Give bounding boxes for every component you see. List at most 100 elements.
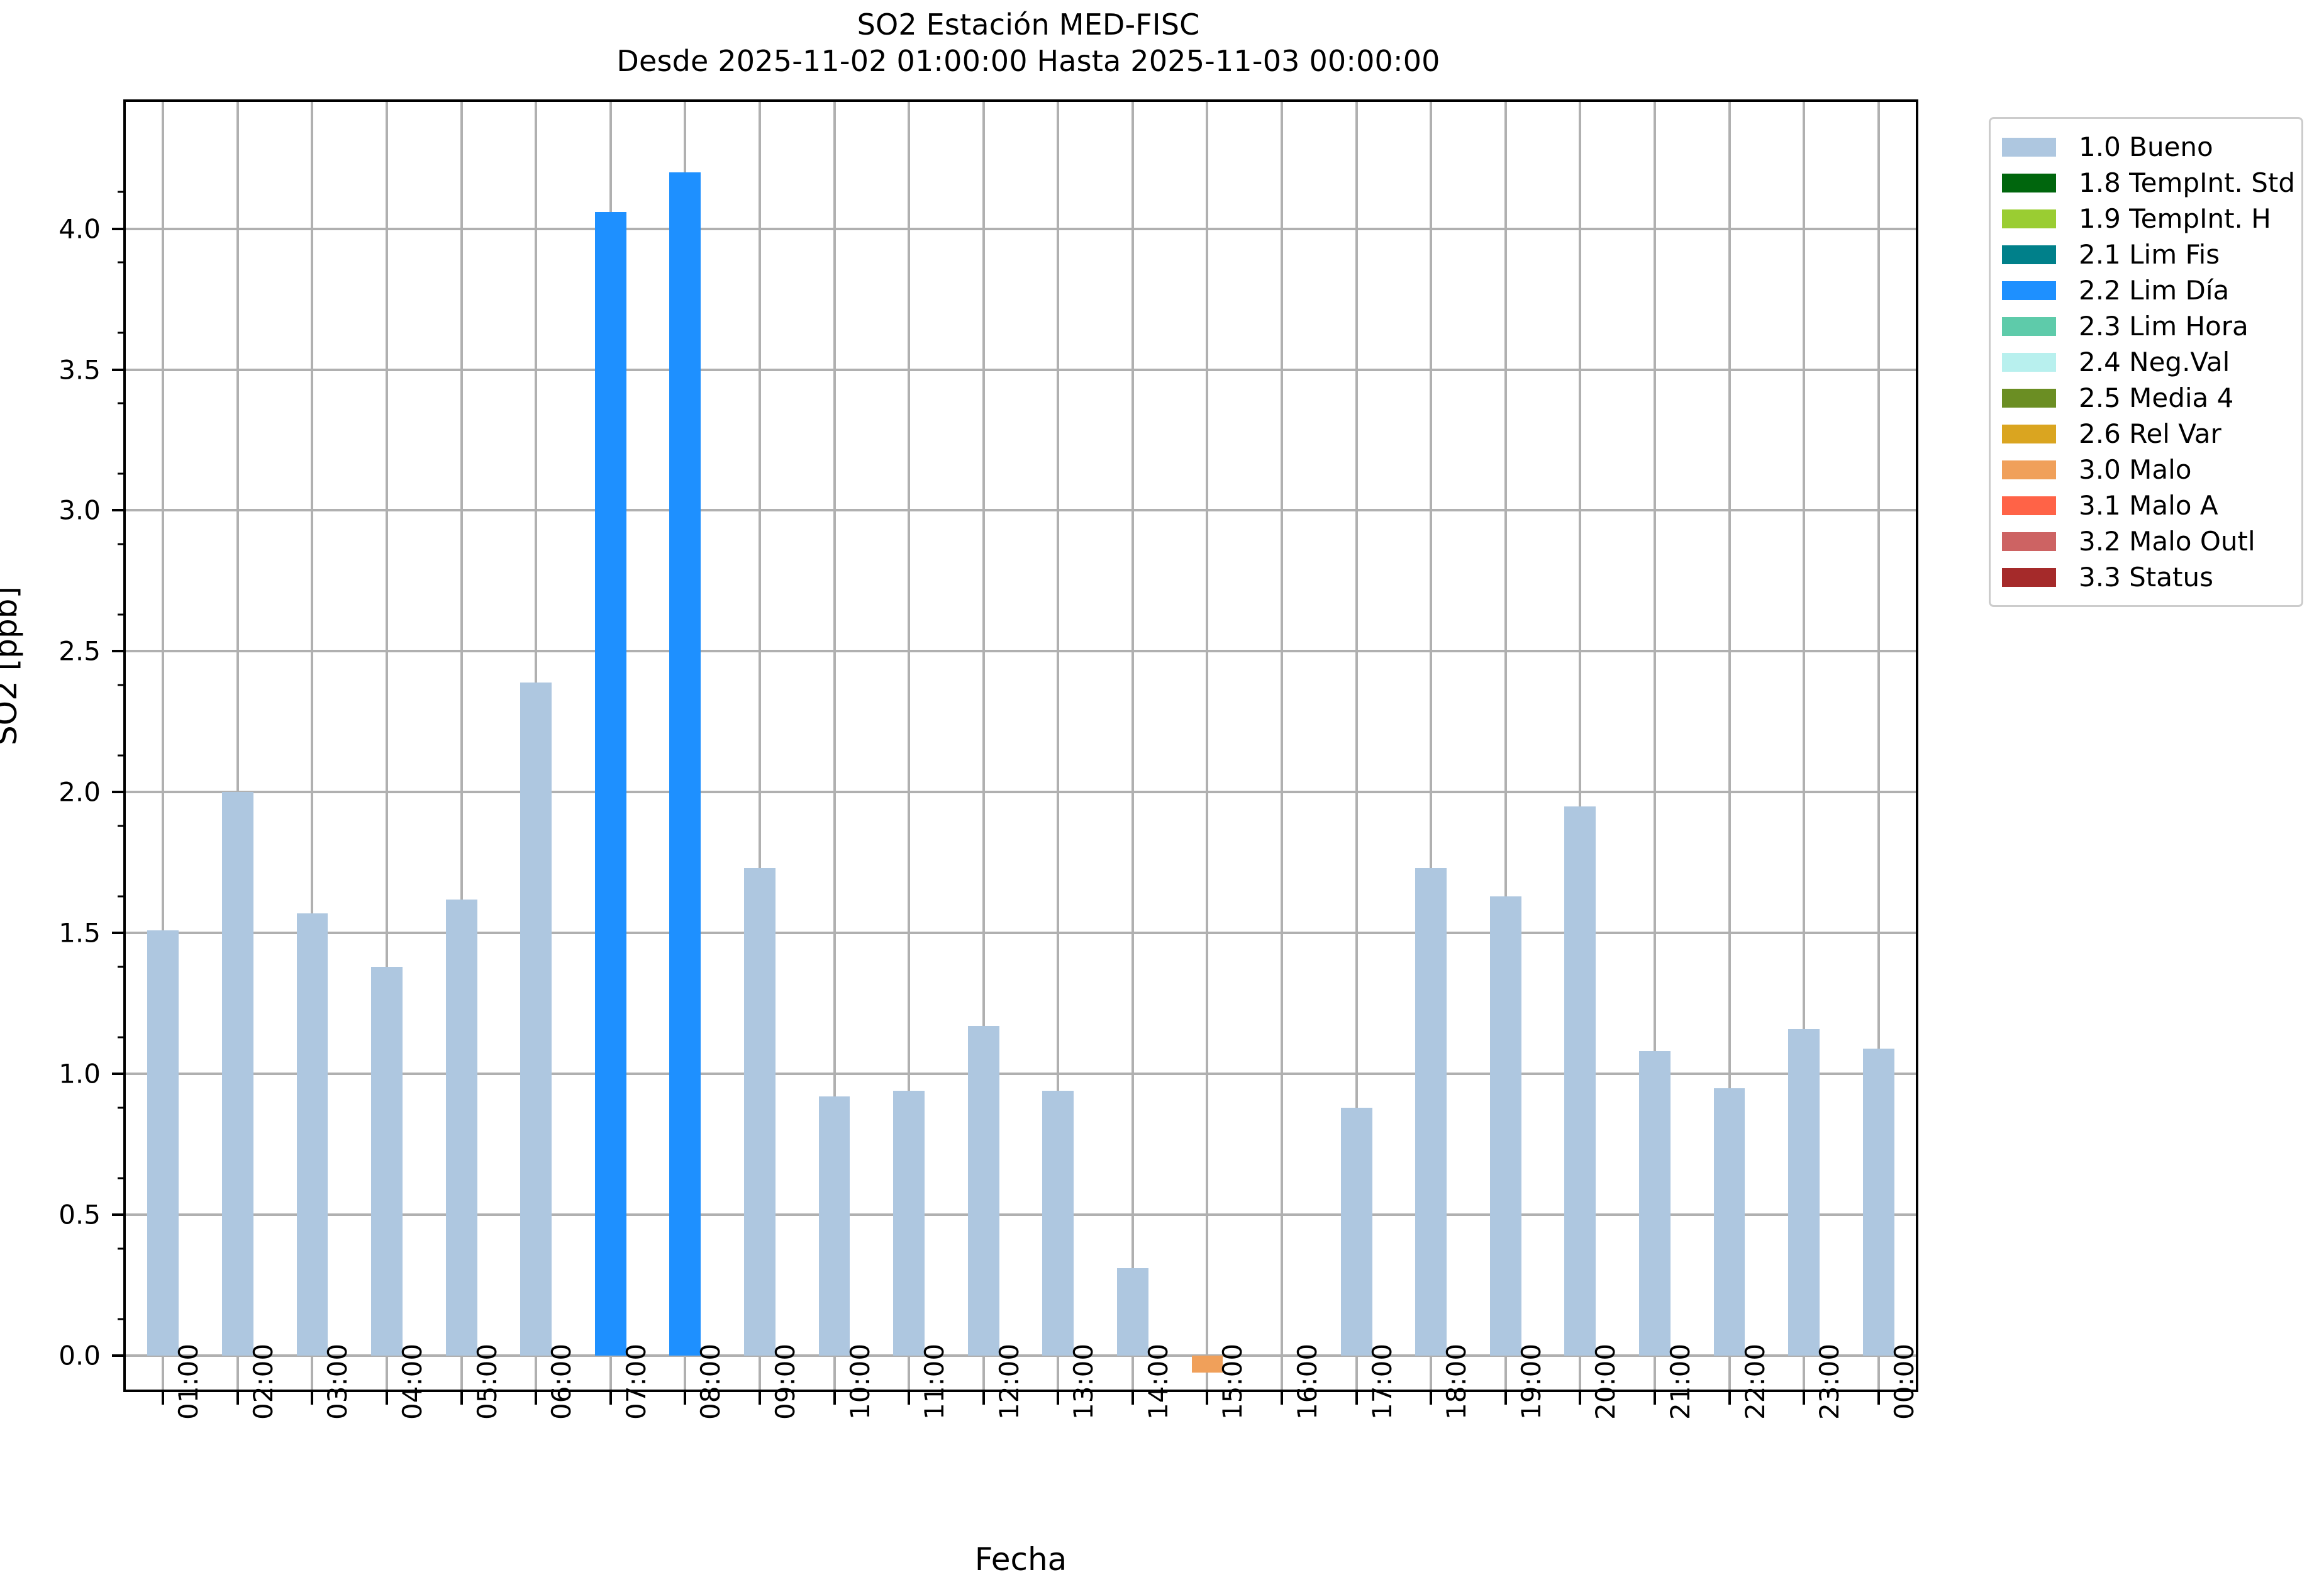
legend-item[interactable]: 2.6 Rel Var [2002, 416, 2293, 452]
y-minor-tick-mark [118, 1247, 124, 1250]
bar [520, 682, 552, 1356]
bar [371, 967, 403, 1356]
bar [1042, 1091, 1074, 1356]
y-minor-tick-mark [118, 825, 124, 827]
legend-swatch-icon [2002, 316, 2056, 336]
legend-item[interactable]: 3.2 Malo Outl [2002, 523, 2293, 559]
legend-swatch-icon [2002, 173, 2056, 192]
gridline-horizontal [126, 509, 1916, 512]
y-axis-label: SO2 [ppb] [0, 586, 24, 745]
legend-item[interactable]: 3.1 Malo A [2002, 488, 2293, 523]
bar [1862, 1049, 1894, 1356]
bar [1489, 896, 1521, 1356]
x-tick-label: 07:00 [620, 1343, 652, 1420]
x-tick-label: 13:00 [1068, 1343, 1099, 1420]
y-minor-tick-mark [118, 402, 124, 404]
x-tick-label: 14:00 [1142, 1343, 1174, 1420]
x-tick-label: 22:00 [1739, 1343, 1771, 1420]
legend-item-label: 3.2 Malo Outl [2079, 526, 2255, 557]
legend-item[interactable]: 1.9 TempInt. H [2002, 201, 2293, 237]
bar [221, 792, 253, 1356]
x-tick-mark [1057, 1392, 1060, 1405]
gridline-horizontal [126, 227, 1916, 230]
legend-swatch-icon [2002, 209, 2056, 228]
gridline-vertical [982, 102, 985, 1390]
y-tick-label: 3.0 [58, 494, 101, 526]
legend-swatch-icon [2002, 496, 2056, 515]
bar [1191, 1356, 1223, 1373]
gridline-vertical [1281, 102, 1284, 1390]
x-tick-mark [162, 1392, 165, 1405]
gridline-vertical [311, 102, 314, 1390]
gridline-horizontal [126, 1073, 1916, 1076]
y-tick-mark [112, 368, 123, 371]
bar [1639, 1051, 1671, 1356]
x-tick-label: 16:00 [1292, 1343, 1323, 1420]
x-tick-mark [311, 1392, 314, 1405]
y-minor-tick-mark [118, 332, 124, 334]
legend-swatch-icon [2002, 388, 2056, 408]
x-tick-mark [1504, 1392, 1507, 1405]
gridline-vertical [758, 102, 761, 1390]
legend-item[interactable]: 2.3 Lim Hora [2002, 308, 2293, 344]
x-tick-mark [1430, 1392, 1433, 1405]
gridline-horizontal [126, 368, 1916, 371]
legend-item[interactable]: 2.5 Media 4 [2002, 380, 2293, 416]
y-tick-mark [112, 932, 123, 935]
x-tick-label: 00:00 [1888, 1343, 1920, 1420]
y-minor-tick-mark [118, 1318, 124, 1320]
legend-swatch-icon [2002, 532, 2056, 551]
bar [1340, 1108, 1372, 1356]
x-tick-label: 15:00 [1217, 1343, 1248, 1420]
legend-item-label: 2.2 Lim Día [2079, 275, 2230, 306]
x-tick-mark [236, 1392, 239, 1405]
bar [296, 913, 328, 1356]
y-tick-mark [112, 1073, 123, 1076]
y-minor-tick-mark [118, 1106, 124, 1109]
gridline-horizontal [126, 650, 1916, 653]
plot-area [123, 99, 1918, 1392]
legend-item[interactable]: 2.2 Lim Día [2002, 272, 2293, 308]
legend-swatch-icon [2002, 567, 2056, 587]
y-tick-label: 0.5 [58, 1199, 101, 1230]
gridline-horizontal [126, 932, 1916, 935]
x-tick-mark [758, 1392, 761, 1405]
gridline-vertical [1131, 102, 1134, 1390]
y-minor-tick-mark [118, 472, 124, 475]
legend-swatch-icon [2002, 460, 2056, 479]
legend-item-label: 3.3 Status [2079, 562, 2213, 593]
bar [1116, 1268, 1148, 1356]
gridline-vertical [1504, 102, 1507, 1390]
legend-item[interactable]: 2.1 Lim Fis [2002, 237, 2293, 272]
legend-item-label: 3.0 Malo [2079, 454, 2192, 485]
legend-swatch-icon [2002, 352, 2056, 372]
legend-item[interactable]: 3.0 Malo [2002, 452, 2293, 488]
x-tick-label: 04:00 [397, 1343, 428, 1420]
gridline-vertical [236, 102, 239, 1390]
bar [893, 1091, 925, 1356]
x-tick-mark [460, 1392, 463, 1405]
gridline-vertical [1877, 102, 1880, 1390]
legend-item[interactable]: 3.3 Status [2002, 559, 2293, 595]
x-tick-label: 02:00 [247, 1343, 279, 1420]
bar [1788, 1028, 1820, 1356]
bar [1564, 806, 1596, 1356]
legend-item[interactable]: 1.8 TempInt. Std [2002, 165, 2295, 201]
x-tick-label: 05:00 [471, 1343, 503, 1420]
legend: 1.0 Bueno 1.8 TempInt. Std 1.9 TempInt. H 2… [1989, 117, 2303, 607]
bar [1415, 868, 1447, 1356]
x-tick-label: 10:00 [844, 1343, 876, 1420]
y-minor-tick-mark [118, 895, 124, 898]
x-tick-mark [1653, 1392, 1656, 1405]
legend-item-label: 3.1 Malo A [2079, 490, 2218, 521]
legend-item[interactable]: 1.0 Bueno [2002, 129, 2293, 165]
x-tick-mark [609, 1392, 612, 1405]
bar [594, 211, 626, 1356]
y-minor-tick-mark [118, 684, 124, 686]
legend-item[interactable]: 2.4 Neg.Val [2002, 344, 2293, 380]
y-tick-mark [112, 227, 123, 230]
x-tick-label: 20:00 [1590, 1343, 1621, 1420]
legend-item-label: 2.1 Lim Fis [2079, 239, 2220, 270]
x-tick-mark [1281, 1392, 1284, 1405]
y-tick-label: 0.0 [58, 1340, 101, 1371]
